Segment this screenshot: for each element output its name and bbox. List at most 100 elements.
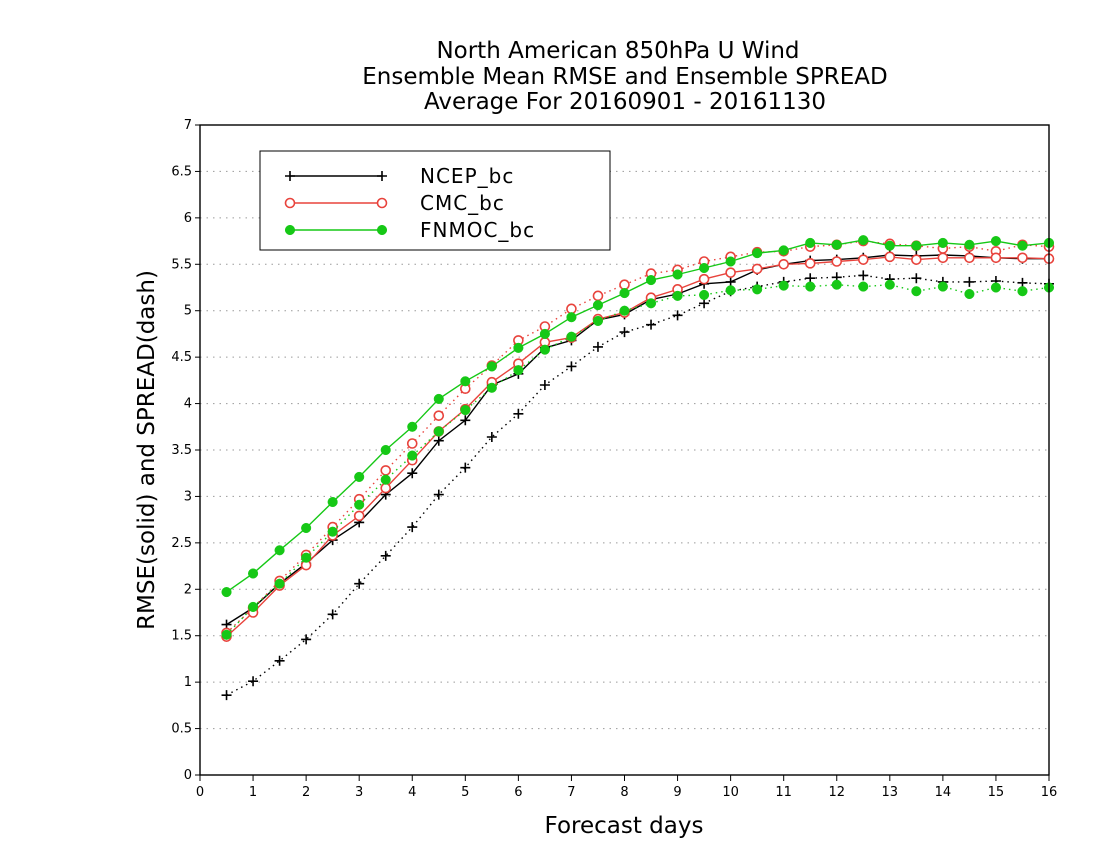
x-tick-label: 3	[355, 785, 363, 800]
plus-marker	[433, 435, 444, 446]
x-tick-label: 5	[461, 785, 469, 800]
open-circle-marker	[698, 273, 710, 285]
plus-marker	[566, 361, 577, 372]
y-tick-label: 5.5	[171, 257, 192, 272]
x-tick-label: 1	[249, 785, 257, 800]
plus-marker	[274, 655, 285, 666]
plus-marker	[380, 550, 391, 561]
axis-ticks: 00.511.522.533.544.555.566.570 1 2 3 4 5 6 7 8 9 1…	[171, 118, 1057, 800]
y-tick-label: 7	[184, 118, 192, 133]
filled-circle-marker	[964, 288, 975, 300]
x-axis-label: Forecast days	[545, 813, 704, 839]
y-tick-label: 4.5	[171, 350, 192, 365]
y-axis-label: RMSE(solid) and SPREAD(dash)	[134, 270, 160, 630]
filled-circle-marker	[248, 568, 259, 579]
x-tick-label: 11	[775, 785, 792, 800]
filled-circle-marker	[513, 342, 524, 353]
title-line-2: Ensemble Mean RMSE and Ensemble SPREAD	[362, 64, 887, 90]
fnmoc-bc-spread-markers	[221, 279, 1055, 640]
filled-circle-marker	[699, 262, 710, 274]
open-circle-marker	[804, 258, 816, 269]
x-tick-label: 16	[1041, 785, 1058, 800]
plus-marker	[327, 609, 338, 620]
open-circle-marker	[1017, 252, 1028, 264]
filled-circle-marker	[284, 224, 296, 236]
series-layer	[221, 235, 1055, 701]
plus-marker	[672, 310, 683, 321]
series-cmc-bc	[221, 235, 1055, 642]
open-circle-marker	[433, 410, 445, 421]
x-tick-label: 2	[302, 785, 310, 800]
grid-lines	[200, 170, 1049, 730]
legend-label: CMC_bc	[420, 191, 505, 215]
filled-circle-marker	[221, 587, 232, 598]
filled-circle-marker	[407, 421, 418, 432]
plus-marker	[964, 276, 975, 287]
plus-marker	[407, 522, 418, 533]
y-tick-label: 5	[184, 304, 192, 319]
legend-box	[259, 150, 611, 251]
filled-circle-marker	[858, 235, 869, 246]
plus-marker	[858, 270, 869, 281]
open-circle-marker	[857, 254, 869, 265]
x-tick-label: 8	[620, 785, 628, 800]
filled-circle-marker	[884, 240, 895, 251]
filled-circle-marker	[725, 285, 736, 296]
filled-circle-marker	[645, 298, 657, 309]
filled-circle-marker	[433, 393, 444, 404]
filled-circle-marker	[380, 444, 391, 456]
filled-circle-marker	[831, 239, 842, 250]
filled-circle-marker	[513, 365, 524, 376]
open-circle-marker	[964, 252, 975, 264]
filled-circle-marker	[274, 578, 285, 589]
legend-label: NCEP_bc	[420, 164, 514, 188]
plus-marker	[592, 341, 603, 352]
filled-circle-marker	[354, 471, 365, 482]
y-tick-label: 6.5	[171, 164, 192, 179]
filled-circle-marker	[407, 450, 418, 461]
plus-marker	[301, 634, 312, 645]
filled-circle-marker	[539, 328, 550, 339]
filled-circle-marker	[327, 526, 338, 537]
filled-circle-marker	[592, 315, 604, 326]
open-circle-marker	[990, 252, 1002, 264]
x-tick-label: 6	[514, 785, 522, 800]
y-tick-label: 4	[184, 397, 192, 412]
filled-circle-marker	[752, 248, 763, 259]
y-tick-label: 3	[184, 489, 192, 504]
open-circle-marker	[592, 290, 604, 302]
legend-item-fnmoc-bc: FNMOC_bc	[284, 218, 535, 242]
open-circle-marker	[725, 267, 736, 278]
plus-marker	[486, 432, 497, 442]
y-tick-label: 2	[184, 582, 192, 597]
x-tick-label: 4	[408, 785, 416, 800]
filled-circle-marker	[486, 361, 497, 372]
filled-circle-marker	[301, 522, 312, 534]
plus-marker	[354, 578, 365, 589]
x-tick-label: 10	[722, 785, 739, 800]
legend-label: FNMOC_bc	[420, 218, 535, 242]
filled-circle-marker	[460, 405, 471, 416]
open-circle-marker	[353, 510, 365, 522]
filled-circle-marker	[911, 286, 922, 297]
filled-circle-marker	[566, 312, 577, 323]
y-tick-label: 3.5	[171, 443, 192, 458]
plus-marker	[285, 171, 295, 181]
filled-circle-marker	[433, 426, 444, 437]
filled-circle-marker	[380, 474, 391, 485]
open-circle-marker	[778, 258, 789, 270]
plus-marker	[513, 408, 524, 419]
filled-circle-marker	[831, 279, 842, 290]
filled-circle-marker	[884, 279, 895, 290]
x-tick-label: 12	[828, 785, 845, 800]
x-tick-label: 9	[673, 785, 681, 800]
series-fnmoc-bc	[221, 235, 1055, 640]
x-tick-label: 0	[196, 785, 204, 800]
filled-circle-marker	[221, 629, 232, 640]
filled-circle-marker	[1017, 240, 1028, 251]
filled-circle-marker	[805, 237, 816, 248]
plus-marker	[377, 171, 387, 181]
filled-circle-marker	[990, 282, 1001, 293]
filled-circle-marker	[301, 552, 312, 563]
x-tick-label: 13	[882, 785, 899, 800]
